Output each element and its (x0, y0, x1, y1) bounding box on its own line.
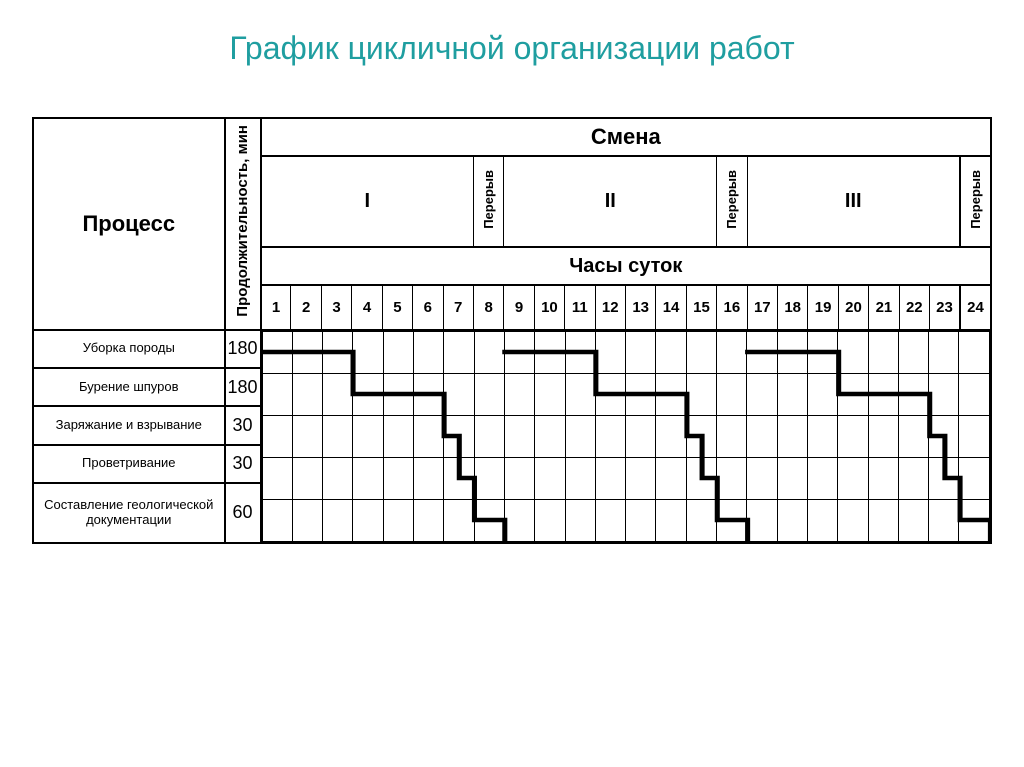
hour-17: 17 (747, 285, 777, 330)
shift-2: II (504, 156, 717, 248)
hour-12: 12 (595, 285, 625, 330)
process-header: Процесс (33, 118, 225, 330)
break-3: Перерыв (960, 156, 991, 248)
shift-header: Смена (261, 118, 991, 156)
process-duration: 30 (225, 406, 261, 444)
duration-header: Продолжительность, мин (225, 118, 261, 330)
process-name: Составление геологической документации (33, 483, 225, 543)
hour-7: 7 (443, 285, 473, 330)
hour-2: 2 (291, 285, 321, 330)
hour-16: 16 (717, 285, 747, 330)
hour-19: 19 (808, 285, 838, 330)
hour-24: 24 (960, 285, 991, 330)
process-name: Заряжание и взрывание (33, 406, 225, 444)
shift-1: I (261, 156, 474, 248)
hour-15: 15 (686, 285, 716, 330)
break-1: Перерыв (473, 156, 503, 248)
process-duration: 60 (225, 483, 261, 543)
hour-23: 23 (930, 285, 960, 330)
process-duration: 180 (225, 330, 261, 368)
process-name: Уборка породы (33, 330, 225, 368)
process-duration: 30 (225, 445, 261, 483)
hour-21: 21 (869, 285, 899, 330)
hour-20: 20 (838, 285, 868, 330)
hour-8: 8 (473, 285, 503, 330)
hour-1: 1 (261, 285, 291, 330)
hour-6: 6 (413, 285, 443, 330)
hour-5: 5 (382, 285, 412, 330)
process-name: Бурение шпуров (33, 368, 225, 406)
hours-header: Часы суток (261, 247, 991, 285)
hour-4: 4 (352, 285, 382, 330)
hour-13: 13 (625, 285, 655, 330)
hour-11: 11 (565, 285, 595, 330)
break-2: Перерыв (717, 156, 747, 248)
process-row: Уборка породы180 (33, 330, 991, 368)
hour-9: 9 (504, 285, 534, 330)
cyclogram-table: Процесс Продолжительность, мин Смена I П… (32, 117, 992, 544)
hour-3: 3 (321, 285, 351, 330)
gantt-grid (261, 330, 991, 543)
hour-22: 22 (899, 285, 929, 330)
process-duration: 180 (225, 368, 261, 406)
hour-10: 10 (534, 285, 564, 330)
process-name: Проветривание (33, 445, 225, 483)
hour-18: 18 (777, 285, 807, 330)
shift-3: III (747, 156, 960, 248)
page-title: График цикличной организации работ (32, 30, 992, 67)
gantt-body: Уборка породы180Бурение шпуров180Заряжан… (33, 330, 991, 543)
hour-14: 14 (656, 285, 686, 330)
